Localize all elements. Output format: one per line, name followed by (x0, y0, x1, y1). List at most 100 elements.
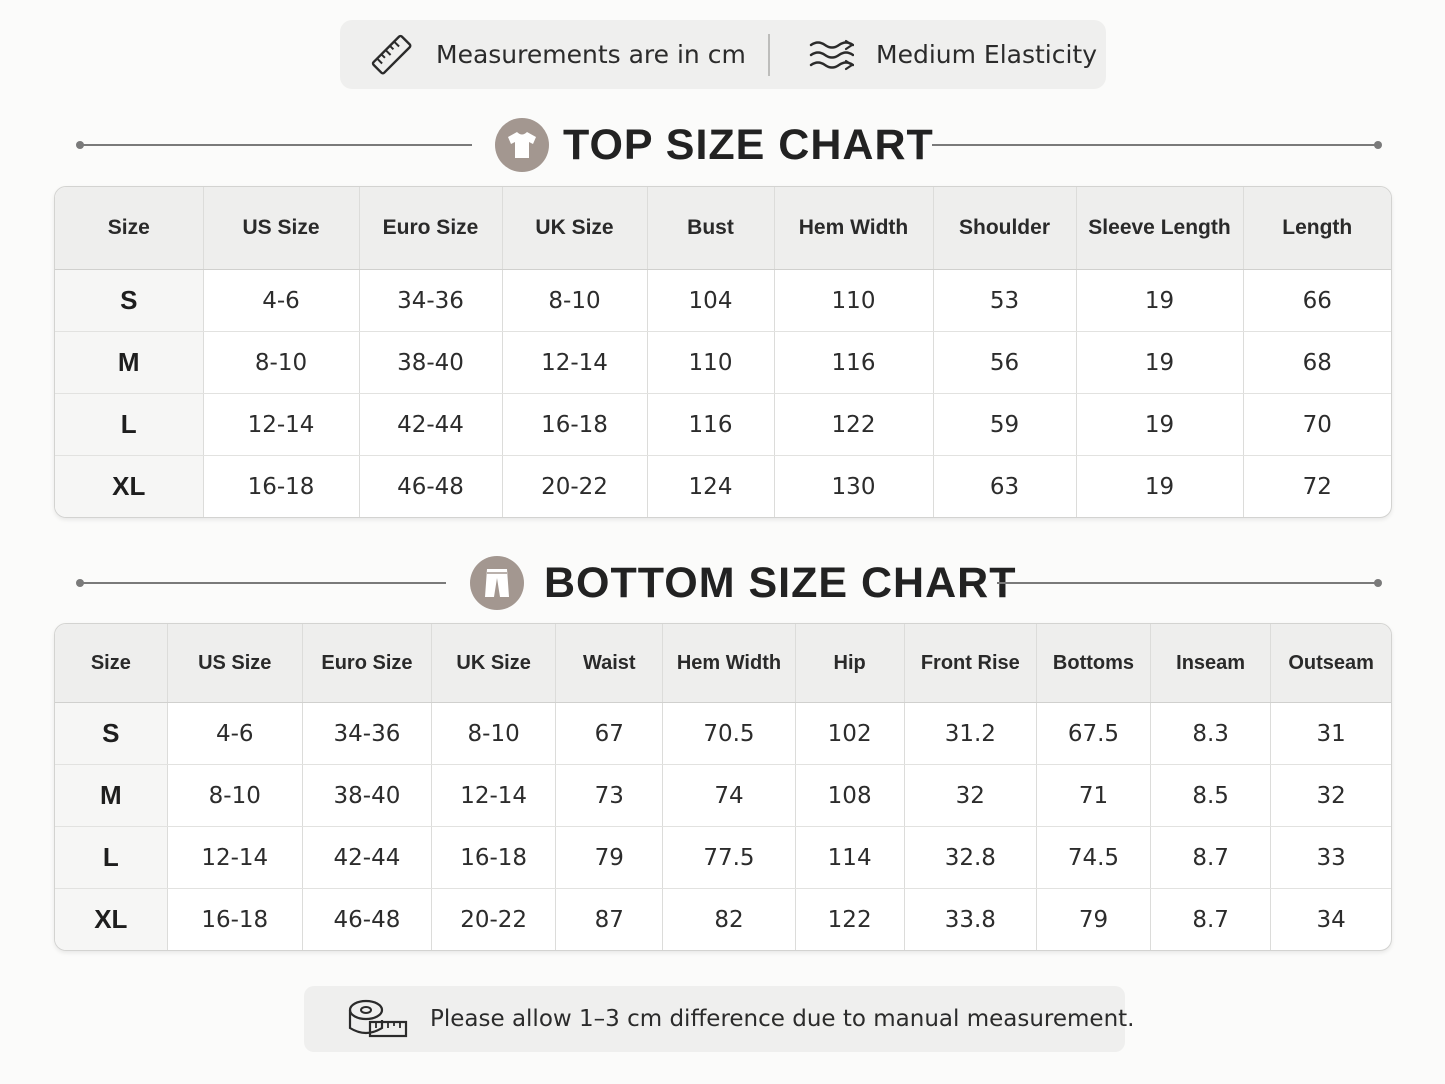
table-cell: 77.5 (662, 826, 796, 889)
column-header: Waist (555, 624, 664, 703)
table-cell: 12-14 (203, 393, 360, 456)
pants-icon (470, 556, 524, 610)
measurement-info: Measurements are in cm (340, 20, 768, 89)
column-header: US Size (203, 187, 360, 270)
info-bar: Measurements are in cm Medium Elasticity (340, 20, 1106, 89)
table-cell: 8.5 (1150, 764, 1272, 827)
tape-measure-icon (348, 998, 408, 1040)
bottom-size-table: Size US Size Euro Size UK Size Waist Hem… (54, 623, 1392, 951)
column-header: Euro Size (302, 624, 433, 703)
table-cell: 63 (933, 455, 1077, 517)
note-text: Please allow 1–3 cm difference due to ma… (430, 1006, 1135, 1032)
measurement-note: Please allow 1–3 cm difference due to ma… (304, 986, 1135, 1052)
table-cell: 33.8 (904, 888, 1037, 950)
table-cell: 34 (1316, 906, 1346, 933)
header-line-left (80, 144, 472, 146)
column-header: Euro Size (359, 187, 503, 270)
column-header: Bottoms (1036, 624, 1152, 703)
table-cell: 68 (1243, 331, 1391, 394)
table-cell: 16-18 (203, 455, 360, 517)
column-header: Hem Width (774, 187, 934, 270)
table-cell: 12-14 (167, 826, 303, 889)
column-header: US Size (167, 624, 303, 703)
table-cell: 42-44 (359, 393, 503, 456)
table-cell: 8-10 (167, 764, 303, 827)
table-cell: 79 (555, 826, 664, 889)
table-cell: 114 (795, 826, 905, 889)
column-header: Size (55, 187, 204, 270)
table-cell: 87 (555, 888, 664, 950)
table-header-row: Size US Size Euro Size UK Size Bust Hem … (55, 187, 1391, 270)
table-cell: 74.5 (1036, 826, 1152, 889)
table-row: XL 16-18 46-48 20-22 124 130 63 19 72 (55, 455, 1391, 517)
column-header: Size (55, 624, 168, 703)
size-cell: L (55, 393, 204, 456)
column-header: Hem Width (662, 624, 796, 703)
table-cell: 108 (795, 764, 905, 827)
table-cell: 102 (795, 702, 905, 765)
table-cell: 4-6 (203, 269, 360, 332)
table-cell: 16-18 (167, 888, 303, 950)
table-cell: 116 (647, 393, 775, 456)
size-cell: M (55, 331, 204, 394)
table-row: M 8-10 38-40 12-14 73 74 108 32 71 8.5 3… (55, 764, 1391, 827)
elasticity-info: Medium Elasticity (770, 20, 1097, 89)
table-cell: 53 (933, 269, 1077, 332)
table-cell: 46-48 (359, 455, 503, 517)
measurement-text: Measurements are in cm (436, 40, 746, 69)
elasticity-text: Medium Elasticity (876, 40, 1098, 69)
table-cell: 19 (1076, 455, 1244, 517)
table-cell: 8-10 (431, 702, 557, 765)
table-row: XL 16-18 46-48 20-22 87 82 122 33.8 79 8… (55, 888, 1391, 950)
column-header: Outseam (1270, 624, 1391, 703)
table-cell: 38-40 (359, 331, 503, 394)
table-cell: 8.3 (1150, 702, 1272, 765)
table-cell: 34-36 (302, 702, 433, 765)
table-row: L 12-14 42-44 16-18 79 77.5 114 32.8 74.… (55, 826, 1391, 889)
top-chart-header: TOP SIZE CHART (76, 115, 1382, 175)
table-cell: 8.7 (1150, 826, 1272, 889)
table-cell: 82 (662, 888, 796, 950)
column-header: UK Size (502, 187, 648, 270)
table-cell: 66 (1243, 269, 1391, 332)
table-cell: 116 (774, 331, 934, 394)
table-cell: 20-22 (502, 455, 648, 517)
bottom-chart-header: BOTTOM SIZE CHART (76, 553, 1382, 613)
table-cell: 8.7 (1150, 888, 1272, 950)
size-cell: L (55, 826, 168, 889)
table-cell: 38-40 (302, 764, 433, 827)
table-cell: 8-10 (502, 269, 648, 332)
table-cell: 122 (774, 393, 934, 456)
table-cell: 34-36 (359, 269, 503, 332)
table-cell: 16-18 (431, 826, 557, 889)
top-size-table: Size US Size Euro Size UK Size Bust Hem … (54, 186, 1392, 518)
table-cell: 19 (1076, 331, 1244, 394)
column-header: Hip (795, 624, 905, 703)
table-cell: 12-14 (431, 764, 557, 827)
top-chart-title: TOP SIZE CHART (563, 121, 934, 169)
table-cell: 46-48 (302, 888, 433, 950)
stretch-waves-icon (808, 38, 854, 72)
table-cell: 16-18 (502, 393, 648, 456)
column-header: Sleeve Length (1076, 187, 1244, 270)
table-cell: 42-44 (302, 826, 433, 889)
table-cell: 110 (774, 269, 934, 332)
table-row: L 12-14 42-44 16-18 116 122 59 19 70 (55, 393, 1391, 456)
table-cell: 4-6 (167, 702, 303, 765)
header-dot (1374, 141, 1382, 149)
table-cell: 59 (933, 393, 1077, 456)
header-line-right (932, 144, 1376, 146)
table-cell: 31.2 (904, 702, 1037, 765)
table-cell: 72 (1302, 473, 1332, 500)
header-line-left (80, 582, 446, 584)
table-cell: 79 (1036, 888, 1152, 950)
table-cell: 33 (1270, 826, 1391, 889)
size-cell: M (55, 764, 168, 827)
info-divider (768, 33, 770, 76)
column-header: UK Size (431, 624, 557, 703)
table-cell: 19 (1076, 393, 1244, 456)
table-cell: 32 (904, 764, 1037, 827)
table-row: S 4-6 34-36 8-10 67 70.5 102 31.2 67.5 8… (55, 702, 1391, 765)
table-row: S 4-6 34-36 8-10 104 110 53 19 66 (55, 269, 1391, 332)
column-header: Shoulder (933, 187, 1077, 270)
